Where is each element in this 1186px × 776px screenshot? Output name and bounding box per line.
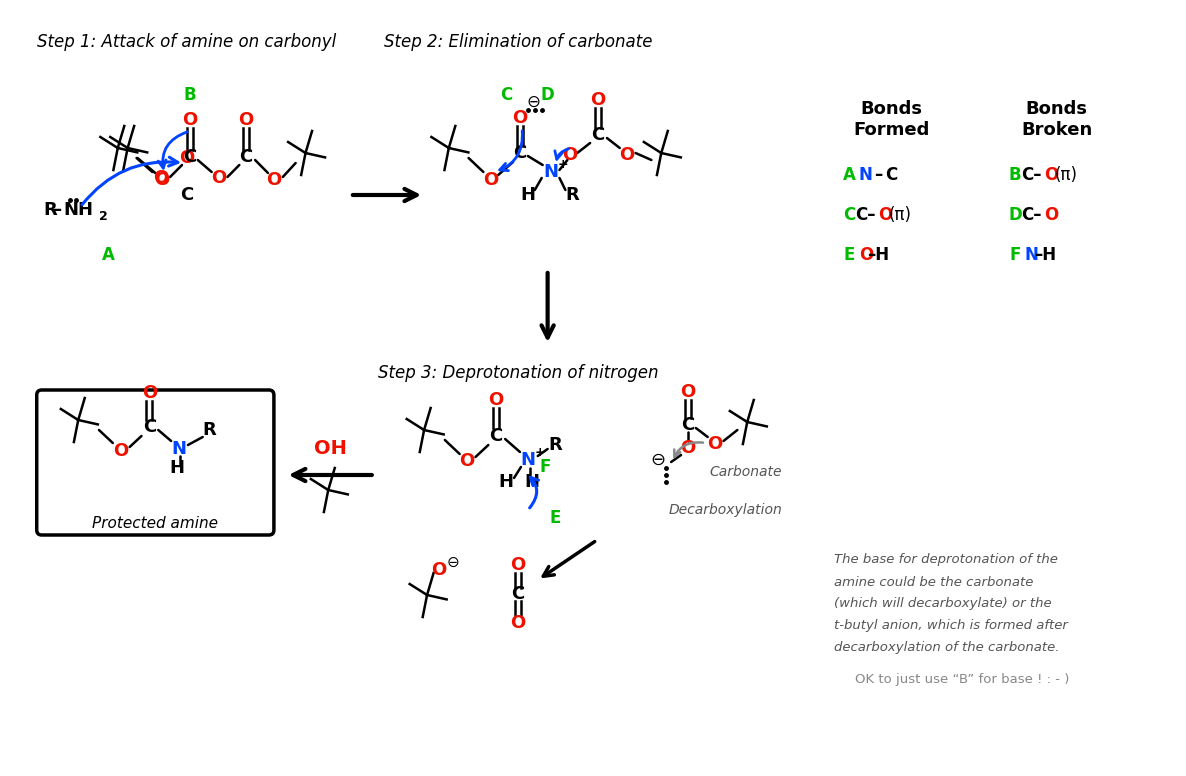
Text: Bonds
Formed: Bonds Formed bbox=[854, 100, 930, 139]
Text: O: O bbox=[562, 146, 578, 164]
Text: D: D bbox=[1008, 206, 1022, 224]
Text: O: O bbox=[510, 556, 525, 574]
Text: N: N bbox=[859, 166, 873, 184]
Text: ⊖: ⊖ bbox=[446, 555, 459, 570]
Text: +: + bbox=[535, 446, 546, 459]
Text: F: F bbox=[540, 458, 551, 476]
Text: N: N bbox=[1025, 246, 1039, 264]
Text: O: O bbox=[183, 111, 198, 129]
Text: Bonds
Broken: Bonds Broken bbox=[1021, 100, 1092, 139]
Text: H: H bbox=[498, 473, 514, 491]
Text: C–: C– bbox=[1021, 206, 1042, 224]
Text: (which will decarboxylate) or the: (which will decarboxylate) or the bbox=[834, 598, 1052, 611]
Text: C: C bbox=[490, 427, 503, 445]
Text: B: B bbox=[1009, 166, 1021, 184]
Text: R: R bbox=[44, 201, 57, 219]
Text: +: + bbox=[557, 158, 568, 171]
Text: O: O bbox=[179, 149, 195, 167]
Text: –H: –H bbox=[1034, 246, 1057, 264]
Text: The base for deprotonation of the: The base for deprotonation of the bbox=[834, 553, 1058, 566]
Text: OK to just use “B” for base ! : - ): OK to just use “B” for base ! : - ) bbox=[855, 674, 1070, 687]
Text: H: H bbox=[524, 473, 540, 491]
Text: C: C bbox=[514, 144, 527, 162]
Text: O: O bbox=[681, 439, 695, 457]
Text: C: C bbox=[500, 86, 512, 104]
Text: Protected amine: Protected amine bbox=[93, 515, 218, 531]
Text: O: O bbox=[859, 246, 873, 264]
Text: O: O bbox=[707, 435, 722, 453]
Text: O: O bbox=[267, 171, 281, 189]
Text: ⊖: ⊖ bbox=[527, 93, 541, 111]
Text: E: E bbox=[550, 509, 561, 527]
Text: R: R bbox=[566, 186, 579, 204]
Text: N: N bbox=[543, 163, 559, 181]
Text: O: O bbox=[154, 171, 170, 189]
Text: OH: OH bbox=[314, 438, 346, 458]
Text: C: C bbox=[240, 148, 253, 166]
Text: O: O bbox=[142, 384, 157, 402]
Text: O: O bbox=[113, 442, 128, 460]
Text: E: E bbox=[843, 246, 855, 264]
Text: –: – bbox=[53, 201, 62, 219]
Text: O: O bbox=[681, 383, 695, 401]
Text: NH: NH bbox=[63, 201, 94, 219]
Text: Step 3: Deprotonation of nitrogen: Step 3: Deprotonation of nitrogen bbox=[377, 364, 658, 382]
Text: O: O bbox=[483, 171, 498, 189]
Text: O: O bbox=[879, 206, 893, 224]
Text: O: O bbox=[459, 452, 474, 470]
Text: amine could be the carbonate: amine could be the carbonate bbox=[834, 576, 1033, 588]
Text: decarboxylation of the carbonate.: decarboxylation of the carbonate. bbox=[834, 642, 1060, 654]
Text: R: R bbox=[549, 436, 562, 454]
Text: A: A bbox=[842, 166, 855, 184]
Text: O: O bbox=[591, 91, 606, 109]
Text: Step 2: Elimination of carbonate: Step 2: Elimination of carbonate bbox=[384, 33, 652, 51]
FancyBboxPatch shape bbox=[37, 390, 274, 535]
Text: R: R bbox=[203, 421, 217, 439]
Text: D: D bbox=[541, 86, 555, 104]
Text: C–: C– bbox=[855, 206, 876, 224]
Text: C: C bbox=[681, 416, 695, 434]
Text: F: F bbox=[1009, 246, 1021, 264]
Text: N: N bbox=[521, 451, 535, 469]
Text: 2: 2 bbox=[98, 210, 107, 223]
Text: C: C bbox=[592, 126, 605, 144]
Text: (π): (π) bbox=[1054, 166, 1078, 184]
Text: O: O bbox=[1045, 166, 1059, 184]
Text: O: O bbox=[619, 146, 635, 164]
Text: O: O bbox=[1045, 206, 1059, 224]
Text: C: C bbox=[886, 166, 898, 184]
Text: B: B bbox=[184, 86, 196, 104]
Text: –: – bbox=[874, 166, 882, 184]
Text: C: C bbox=[180, 186, 193, 204]
Text: –H: –H bbox=[868, 246, 890, 264]
Text: (π): (π) bbox=[890, 206, 912, 224]
Text: ⊖: ⊖ bbox=[651, 451, 665, 469]
Text: C: C bbox=[843, 206, 855, 224]
Text: C: C bbox=[184, 148, 197, 166]
Text: Step 1: Attack of amine on carbonyl: Step 1: Attack of amine on carbonyl bbox=[37, 33, 337, 51]
Text: C–: C– bbox=[1021, 166, 1042, 184]
Text: C: C bbox=[511, 585, 524, 603]
Text: N: N bbox=[172, 440, 186, 458]
Text: H: H bbox=[521, 186, 535, 204]
Text: O: O bbox=[238, 111, 254, 129]
Text: O: O bbox=[211, 169, 227, 187]
Text: H: H bbox=[170, 459, 185, 477]
Text: O: O bbox=[510, 614, 525, 632]
Text: O: O bbox=[489, 391, 504, 409]
Text: O: O bbox=[153, 169, 168, 187]
Text: Carbonate: Carbonate bbox=[709, 465, 782, 479]
Text: A: A bbox=[102, 246, 114, 264]
Text: O: O bbox=[432, 561, 447, 579]
Text: t-butyl anion, which is formed after: t-butyl anion, which is formed after bbox=[834, 619, 1069, 632]
Text: O: O bbox=[512, 109, 528, 127]
Text: Decarboxylation: Decarboxylation bbox=[669, 503, 783, 517]
Text: C: C bbox=[142, 418, 157, 436]
